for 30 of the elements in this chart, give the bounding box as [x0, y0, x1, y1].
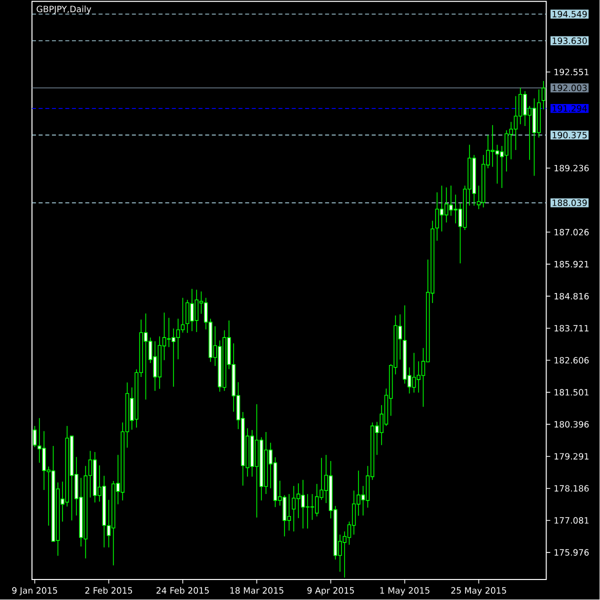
ref-line-label: 188.039	[552, 200, 587, 206]
x-tick-label: 24 Feb 2015	[156, 587, 210, 594]
ref-line-label: 190.375	[552, 132, 587, 138]
y-tick-label: 187.026	[554, 228, 589, 236]
y-tick-label: 175.976	[554, 549, 589, 556]
y-tick-label: 182.606	[554, 357, 589, 364]
chart-title: GBPJPY,Daily	[36, 6, 92, 14]
y-tick-label: 181.501	[554, 389, 589, 396]
x-tick-label: 18 Mar 2015	[230, 587, 284, 594]
y-tick-label: 180.396	[554, 421, 589, 428]
y-tick-label: 177.081	[554, 517, 589, 524]
ref-line-label: 194.549	[552, 10, 587, 18]
y-tick-label: 179.291	[554, 453, 589, 460]
y-tick-label: 178.186	[554, 485, 589, 492]
ref-line-label: 192.003	[552, 84, 587, 92]
y-tick-label: 183.711	[554, 324, 589, 332]
y-tick-label: 192.551	[554, 68, 589, 76]
x-tick-label: 25 May 2015	[451, 587, 506, 596]
y-tick-label: 185.921	[554, 260, 589, 268]
candlestick	[435, 192, 440, 242]
x-tick-label: 9 Jan 2015	[12, 587, 58, 596]
ref-line-label: 193.630	[552, 37, 588, 44]
x-tick-label: 1 May 2015	[380, 587, 430, 596]
ref-line-label: 191.294	[552, 105, 588, 112]
y-tick-label: 189.236	[554, 164, 589, 172]
x-tick-label: 2 Feb 2015	[85, 587, 132, 594]
candlestick	[292, 486, 296, 532]
x-tick-label: 9 Apr 2015	[308, 587, 354, 596]
candlestick	[542, 80, 546, 110]
y-tick-label: 184.816	[554, 292, 589, 300]
